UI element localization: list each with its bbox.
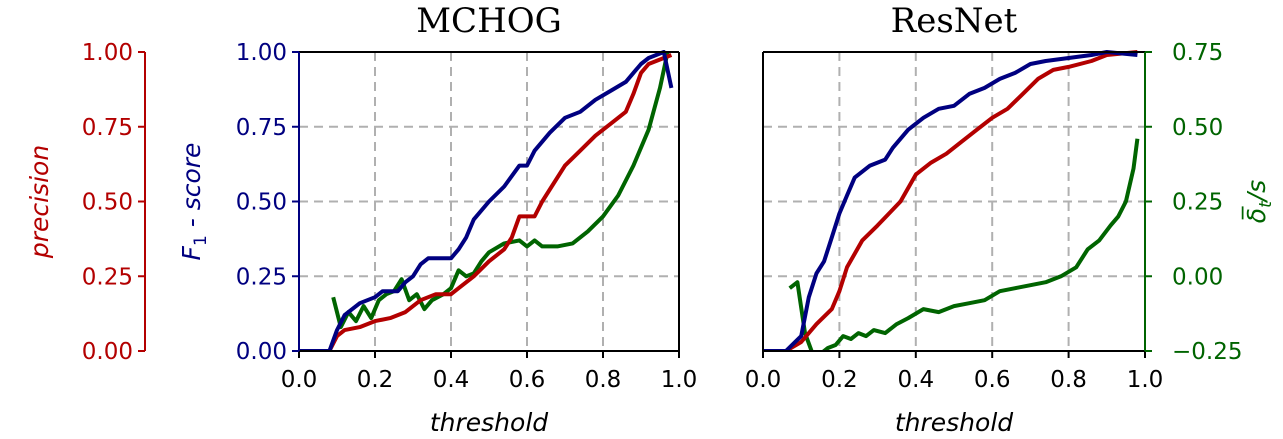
x-axis-label: threshold — [895, 408, 1013, 437]
x-tick-label: 1.0 — [661, 367, 698, 393]
y-tick-label: 0.00 — [236, 339, 287, 365]
x-tick-label: 0.0 — [281, 367, 318, 393]
precision-tick-label: 1.00 — [82, 40, 133, 66]
series-line-precision — [763, 50, 1138, 351]
precision-tick-label: 0.75 — [82, 115, 133, 141]
series-line-f1 — [299, 50, 674, 351]
x-axis-label: threshold — [430, 408, 548, 437]
x-tick-label: 0.8 — [585, 367, 622, 393]
x-tick-label: 0.4 — [898, 367, 935, 393]
precision-axis-label: precision — [25, 145, 54, 259]
y-label-subscript: 1 — [191, 235, 211, 246]
y2-tick-label: 0.00 — [1172, 264, 1223, 290]
x-tick-label: 0.6 — [509, 367, 546, 393]
series-line-f1 — [763, 50, 1138, 351]
y2-label-part: δ̅ — [1241, 206, 1271, 224]
y-tick-label: 0.75 — [236, 115, 287, 141]
series-line-precision — [299, 53, 673, 351]
precision-tick-label: 0.00 — [82, 339, 133, 365]
precision-tick-label: 0.25 — [82, 264, 133, 290]
y-axis-label: F1 - score — [177, 143, 211, 261]
y-tick-label: 0.50 — [236, 190, 287, 216]
y2-label-subscript: t — [1256, 200, 1276, 208]
y2-tick-label: 0.75 — [1172, 40, 1223, 66]
y2-axis-label: δ̅t/s — [1241, 180, 1276, 223]
x-tick-label: 0.8 — [1050, 367, 1087, 393]
x-tick-label: 0.4 — [433, 367, 470, 393]
precision-axis: 1.00 0.75 0.50 0.25 0.00 precision — [25, 40, 146, 365]
x-tick-label: 0.0 — [745, 367, 782, 393]
panel-title: MCHOG — [416, 1, 562, 41]
y2-label-part: /s — [1242, 180, 1271, 203]
panel-title: ResNet — [891, 1, 1018, 41]
series-line-delta — [788, 138, 1140, 351]
series-line-delta — [331, 51, 670, 330]
y-tick-label: 0.25 — [236, 264, 287, 290]
y-label-part: F — [177, 245, 206, 260]
y-label-part: - score — [177, 143, 206, 236]
y2-tick-label: −0.25 — [1172, 339, 1242, 365]
panel-resnet: 0.0 0.2 0.4 0.6 0.8 1.0 ResNet threshold 0.75 0.5… — [745, 1, 1276, 437]
precision-tick-label: 0.50 — [82, 190, 133, 216]
panel-mchog: 0.0 0.2 0.4 0.6 0.8 1.0 MCHOG threshold 1.00 0.75… — [177, 1, 697, 437]
x-tick-label: 1.0 — [1127, 367, 1164, 393]
x-tick-label: 0.6 — [974, 367, 1011, 393]
y-tick-label: 1.00 — [236, 40, 287, 66]
y2-tick-label: 0.25 — [1172, 190, 1223, 216]
x-tick-label: 0.2 — [357, 367, 394, 393]
y2-tick-label: 0.50 — [1172, 115, 1223, 141]
x-tick-label: 0.2 — [821, 367, 858, 393]
